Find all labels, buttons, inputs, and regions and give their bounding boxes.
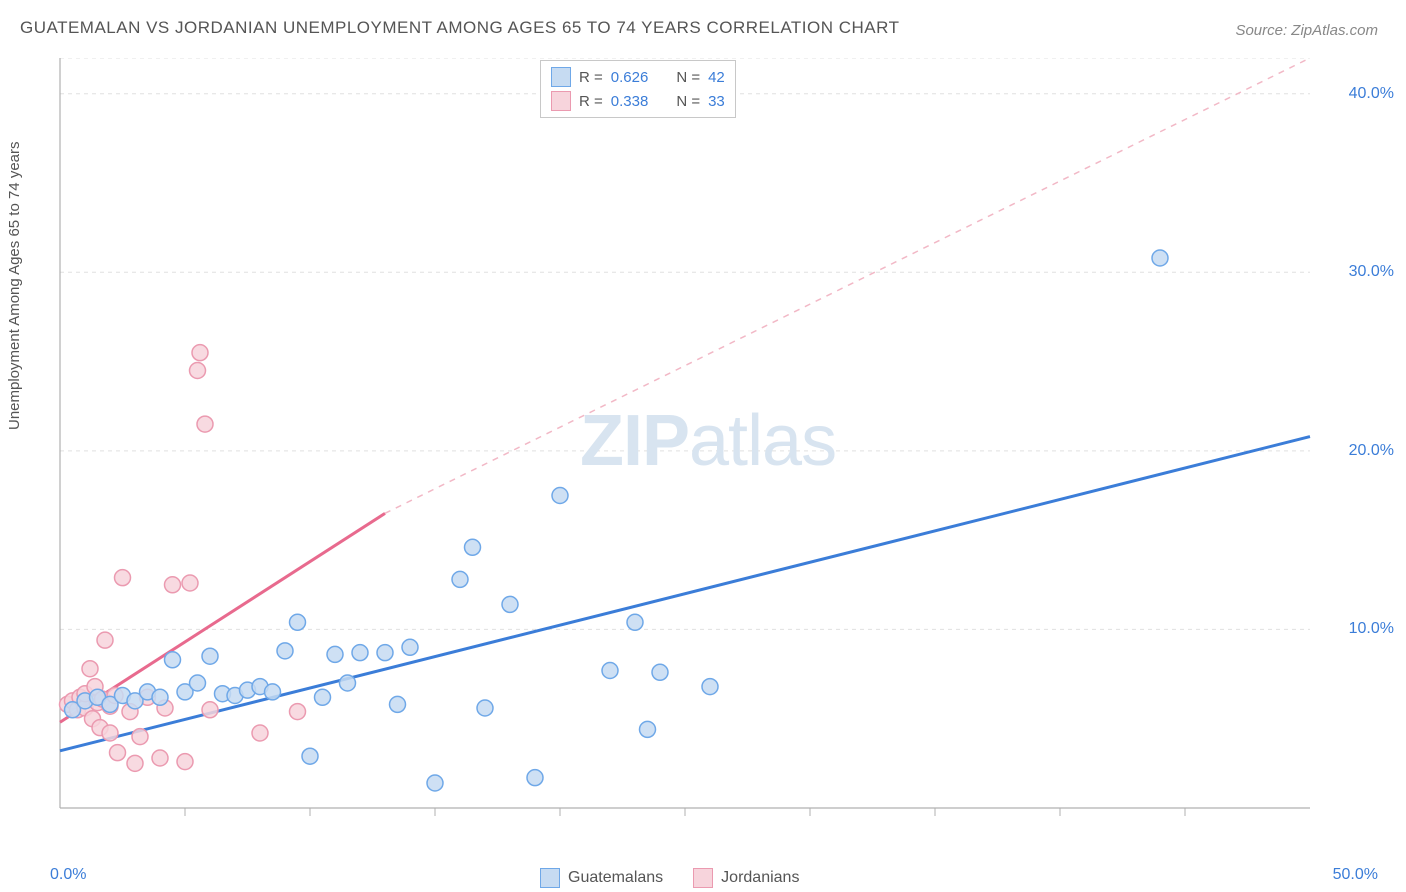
y-tick-label: 40.0% (1349, 85, 1394, 103)
source-attribution: Source: ZipAtlas.com (1235, 22, 1378, 39)
legend-item-guatemalans: Guatemalans (540, 868, 663, 888)
r-value-jordanians: 0.338 (611, 93, 649, 110)
series-legend: Guatemalans Jordanians (540, 868, 799, 888)
chart-plot-area (50, 58, 1370, 848)
swatch-guatemalans-icon (540, 868, 560, 888)
legend-item-jordanians: Jordanians (693, 868, 799, 888)
legend-row-guatemalans: R = 0.626 N = 42 (551, 65, 725, 89)
n-value-jordanians: 33 (708, 93, 725, 110)
n-label: N = (676, 69, 700, 86)
y-axis-label: Unemployment Among Ages 65 to 74 years (6, 141, 23, 430)
r-label: R = (579, 69, 603, 86)
swatch-jordanians-icon (693, 868, 713, 888)
scatter-chart-svg (50, 58, 1370, 848)
legend-row-jordanians: R = 0.338 N = 33 (551, 89, 725, 113)
r-value-guatemalans: 0.626 (611, 69, 649, 86)
legend-label-guatemalans: Guatemalans (568, 869, 663, 887)
r-label: R = (579, 93, 603, 110)
y-tick-label: 30.0% (1349, 263, 1394, 281)
x-tick-max: 50.0% (1333, 866, 1378, 884)
chart-title: GUATEMALAN VS JORDANIAN UNEMPLOYMENT AMO… (20, 18, 900, 38)
y-tick-label: 20.0% (1349, 442, 1394, 460)
n-value-guatemalans: 42 (708, 69, 725, 86)
legend-label-jordanians: Jordanians (721, 869, 799, 887)
swatch-guatemalans (551, 67, 571, 87)
y-tick-label: 10.0% (1349, 620, 1394, 638)
correlation-legend: R = 0.626 N = 42 R = 0.338 N = 33 (540, 60, 736, 118)
swatch-jordanians (551, 91, 571, 111)
x-tick-min: 0.0% (50, 866, 86, 884)
n-label: N = (676, 93, 700, 110)
